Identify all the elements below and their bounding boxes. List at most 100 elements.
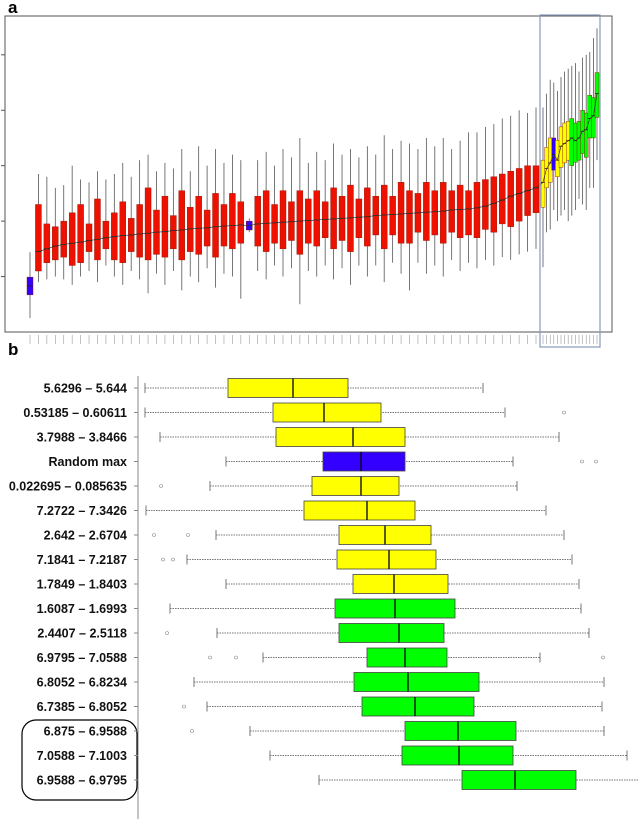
box-low [330,143,337,280]
box-low [229,154,236,277]
box-random [26,252,34,319]
box-low [465,132,472,263]
box-low [254,160,261,272]
box-body [461,770,577,790]
row-label: 2.4407 – 2.5118 [37,627,127,641]
box-row: 7.1841 – 7.2187 [37,549,573,570]
box-body [562,122,567,164]
box-body [68,212,76,266]
box-row: 0.53185 – 0.60611 [23,402,566,423]
box-body [482,179,489,230]
outlier-point [159,484,163,488]
box-body [102,220,110,250]
box-row: 7.0588 – 7.1003 [37,745,628,766]
row-label: 7.0588 – 7.1003 [37,749,127,763]
row-label: 1.6087 – 1.6993 [37,602,127,616]
row-label: 1.7849 – 1.8403 [37,578,127,592]
box-low [313,151,320,277]
row-label: 7.2722 – 7.3426 [37,504,127,518]
box-low [423,137,430,274]
box-body [397,182,405,244]
box-body [35,204,42,272]
outlier-point [580,459,584,464]
box-body [271,204,278,244]
box-body [355,198,363,238]
box-low [515,110,523,255]
box-row: 3.7988 – 3.8466 [37,427,560,447]
box-body [587,95,592,139]
box-body [296,190,304,255]
box-body [227,378,349,398]
box-body [195,195,202,255]
box-low [102,179,110,266]
row-label: 6.7385 – 6.8052 [37,700,127,714]
box-low [440,137,447,277]
row-label: 0.022695 – 0.085635 [9,480,127,494]
box-low [389,149,396,263]
box-mid [544,93,549,233]
box-low [271,165,278,266]
box-high [587,52,592,188]
row-label: 6.8052 – 6.8234 [37,676,127,690]
box-low [178,149,186,291]
box-body [119,201,126,263]
box-body [170,215,177,250]
box-body [77,204,84,263]
outlier-point [594,459,598,464]
box-body [94,198,101,261]
outlier-point [190,729,194,733]
box-row: 6.9588 – 6.9795 [37,770,638,790]
box-low [43,176,51,280]
box-high [569,65,574,216]
box-body [507,171,514,227]
row-label: 3.7988 – 3.8466 [37,431,127,445]
plot-frame [4,15,613,333]
box-low [507,115,514,260]
box-body [544,147,549,189]
box-low [52,187,59,277]
outlier-point [161,557,165,562]
box-body [275,427,406,447]
box-body [288,201,295,241]
box-low [136,160,143,280]
box-body [440,182,447,244]
box-low [119,162,126,285]
box-body [85,223,93,252]
box-row: 2.4407 – 2.5118 [37,623,590,643]
box-low [170,168,177,272]
row-label: 6.9795 – 7.0588 [37,651,127,665]
box-row: 2.642 – 2.6704 [44,525,565,545]
outlier-point [186,533,190,537]
row-label: 7.1841 – 7.2187 [37,553,127,567]
box-body [515,168,523,222]
box-body [161,195,169,258]
outlier-point [182,704,186,709]
box-low [431,146,438,266]
box-body [490,176,498,233]
box-row: 5.6296 – 5.644 [44,378,484,398]
outlier-point [601,655,605,660]
box-body [305,198,312,244]
box-body [347,184,354,252]
box-low [94,171,101,283]
row-label: 2.642 – 2.6704 [44,529,127,543]
box-low [77,179,84,277]
box-row: 6.8052 – 6.8234 [37,672,605,692]
box-body [532,165,540,214]
box-row: Random max [49,451,598,472]
box-low [161,162,169,285]
box-row: 6.9795 – 7.0588 [37,647,605,668]
box-low [397,140,405,274]
box-body [311,476,400,496]
row-label: 6.875 – 6.9588 [44,725,127,739]
box-low [381,135,388,283]
panel-a-boxplot [1,14,613,348]
box-low [212,149,219,288]
highlight-rectangle [539,14,601,348]
box-body [352,574,449,594]
box-body [456,184,464,238]
box-body [279,190,287,250]
box-body [336,549,437,570]
box-low [524,113,531,252]
box-body [220,204,228,247]
